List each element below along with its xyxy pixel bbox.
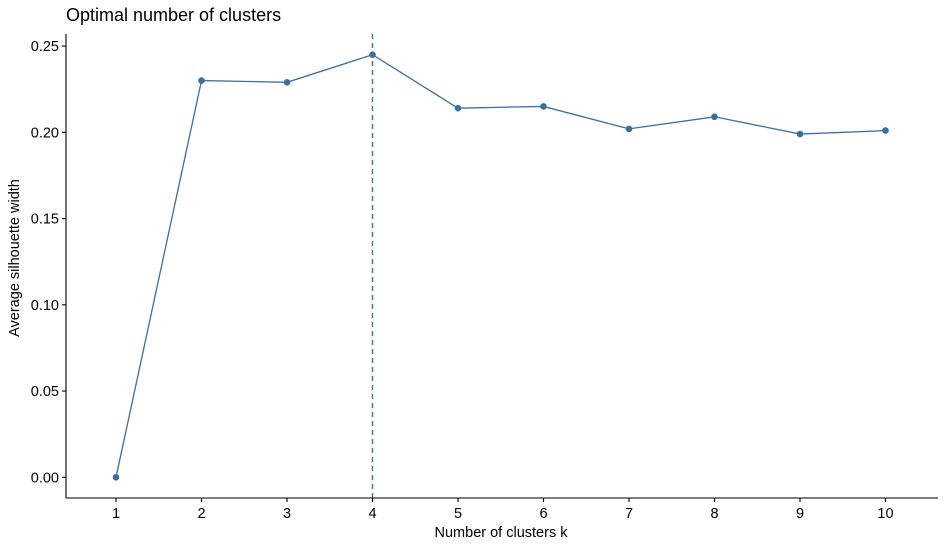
x-tick-label: 7 <box>625 506 633 522</box>
x-tick-label: 10 <box>877 506 893 522</box>
x-tick-label: 6 <box>539 506 547 522</box>
data-point <box>454 104 462 112</box>
y-tick-label: 0.10 <box>31 298 59 314</box>
data-point <box>796 130 804 138</box>
data-point <box>112 474 120 481</box>
series-line <box>115 53 886 478</box>
y-tick-label: 0.25 <box>31 39 59 55</box>
y-axis-title: Average silhouette width <box>7 179 23 337</box>
data-point <box>882 127 889 134</box>
data-point <box>625 125 633 133</box>
data-point <box>283 78 291 86</box>
x-tick-label: 5 <box>454 506 462 522</box>
x-tick-label: 9 <box>796 506 804 522</box>
y-tick-label: 0.15 <box>31 212 59 228</box>
x-tick-label: 3 <box>283 506 291 522</box>
plot-area <box>112 34 889 498</box>
x-tick-label: 8 <box>710 506 718 522</box>
x-tick-label: 2 <box>197 506 205 522</box>
y-tick-label: 0.05 <box>31 384 59 400</box>
x-axis-title: Number of clusters k <box>435 525 569 541</box>
chart-title: Optimal number of clusters <box>66 5 282 25</box>
data-point <box>711 113 718 121</box>
data-point <box>198 77 205 84</box>
x-tick-label: 1 <box>112 506 120 522</box>
axes: 0.00 0.05 0.10 0.15 0.20 0.25 1 2 3 4 5 6 7 8 9 10 <box>31 34 938 522</box>
x-tick-label: 4 <box>368 506 376 522</box>
y-tick-label: 0.00 <box>31 470 59 486</box>
y-tick-label: 0.20 <box>31 125 59 141</box>
data-point <box>369 51 376 58</box>
data-point <box>540 103 547 110</box>
